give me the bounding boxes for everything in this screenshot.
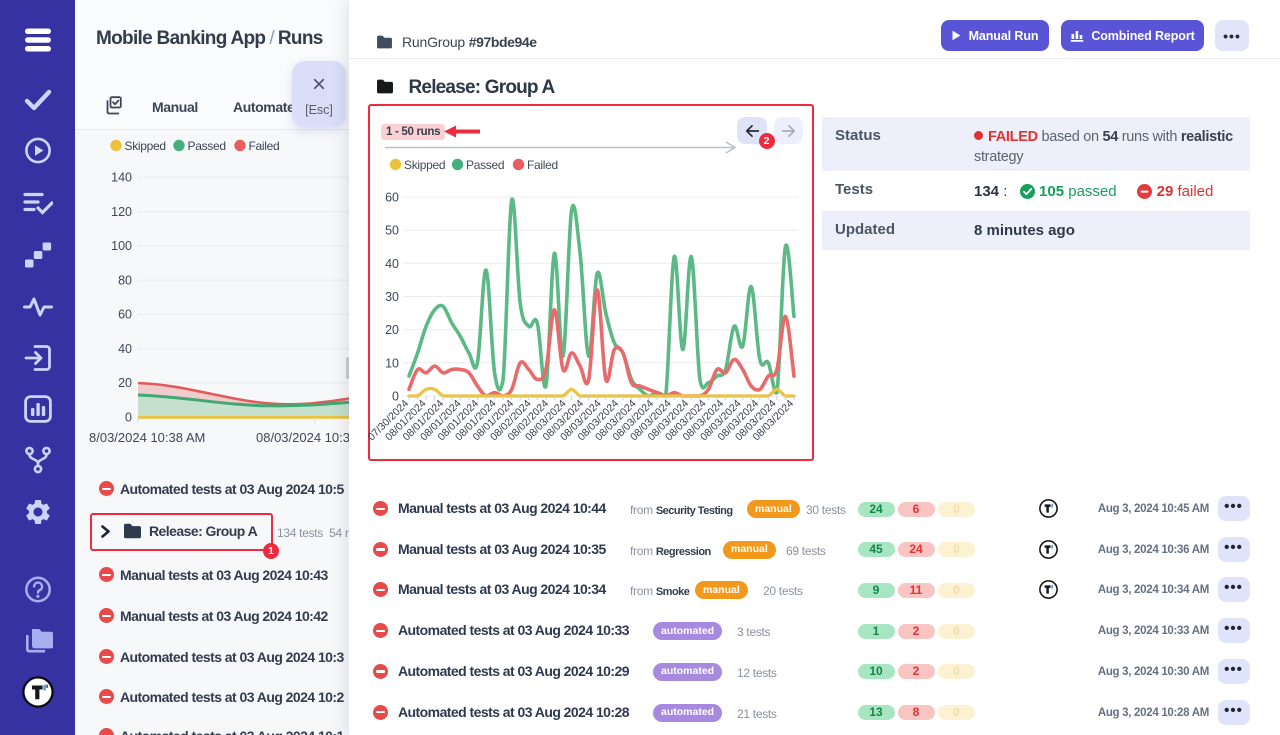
svg-text:Skipped: Skipped xyxy=(125,139,166,153)
svg-text:60: 60 xyxy=(385,191,399,205)
svg-text:0: 0 xyxy=(392,390,399,404)
svg-text:20: 20 xyxy=(385,323,399,337)
svg-text:80: 80 xyxy=(118,273,132,287)
svg-text:Passed: Passed xyxy=(466,158,504,172)
svg-text:40: 40 xyxy=(118,342,132,356)
svg-text:100: 100 xyxy=(111,239,132,253)
svg-text:0: 0 xyxy=(125,411,132,425)
svg-text:8/03/2024 10:38 AM: 8/03/2024 10:38 AM xyxy=(89,430,205,445)
svg-text:120: 120 xyxy=(111,205,132,219)
svg-text:Failed: Failed xyxy=(249,139,280,153)
svg-text:50: 50 xyxy=(385,224,399,238)
svg-text:08/03/2024 10:39: 08/03/2024 10:39 xyxy=(256,430,349,445)
svg-text:140: 140 xyxy=(111,171,132,185)
svg-text:Failed: Failed xyxy=(527,158,558,172)
svg-text:Skipped: Skipped xyxy=(404,158,445,172)
svg-text:60: 60 xyxy=(118,308,132,322)
svg-text:10: 10 xyxy=(385,356,399,370)
svg-text:Passed: Passed xyxy=(188,139,226,153)
svg-text:20: 20 xyxy=(118,376,132,390)
svg-text:30: 30 xyxy=(385,290,399,304)
svg-text:40: 40 xyxy=(385,257,399,271)
